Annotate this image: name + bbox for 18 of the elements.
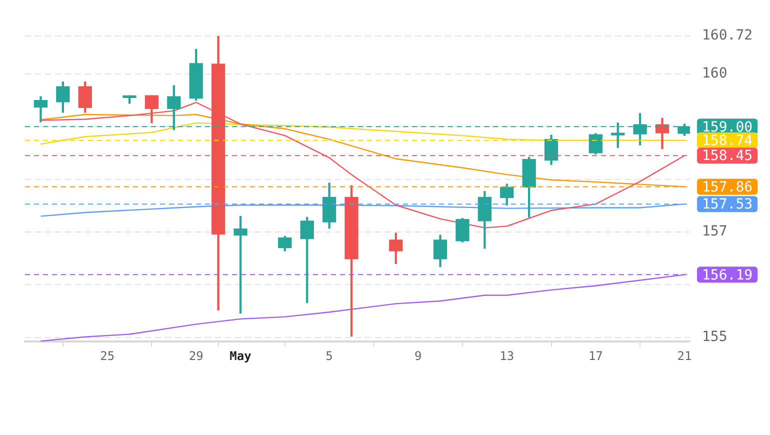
x-tick-label: 25 [100, 348, 115, 363]
x-tick-label: 13 [500, 348, 514, 363]
ref-line-label: 157.86 [702, 179, 753, 196]
x-tick-label: 5 [326, 348, 333, 363]
ref-line-label: 156.19 [702, 267, 753, 284]
x-tick-label: 17 [588, 348, 603, 363]
y-tick-label: 157 [702, 224, 728, 240]
y-tick-label: 160.72 [702, 28, 753, 44]
ref-line-label: 159.00 [702, 119, 753, 136]
ref-line-label: 158.45 [702, 148, 753, 164]
y-tick-label: 160 [702, 66, 728, 82]
ref-line-label: 157.53 [702, 196, 753, 213]
x-tick-label: 9 [414, 348, 422, 363]
y-tick-label: 155 [702, 329, 728, 346]
x-tick-label: May [230, 348, 252, 363]
ref-line-label: 158.74 [702, 132, 753, 149]
x-tick-label: 29 [188, 348, 204, 363]
x-tick-label: 21 [677, 348, 692, 363]
